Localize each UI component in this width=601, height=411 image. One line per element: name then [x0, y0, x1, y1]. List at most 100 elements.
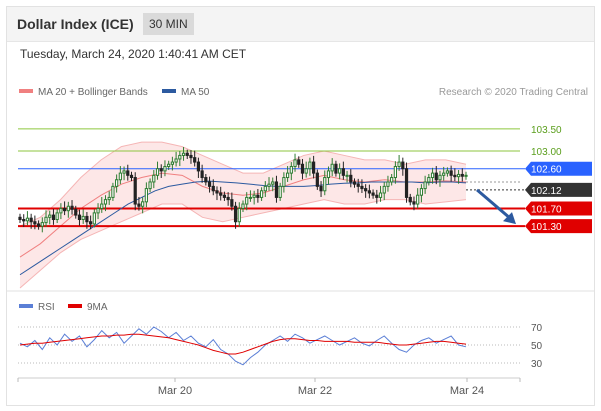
- candle: [297, 156, 301, 168]
- candle: [456, 170, 461, 184]
- candle-body: [274, 181, 279, 198]
- candle: [404, 162, 409, 203]
- candle-body: [111, 185, 115, 198]
- timeframe-button[interactable]: 30 MIN: [143, 13, 194, 35]
- level-tag-box: [525, 161, 592, 176]
- instrument-title: Dollar Index (ICE): [17, 16, 134, 32]
- candle: [207, 176, 212, 193]
- candle: [18, 213, 22, 224]
- candle-body: [193, 157, 197, 163]
- candle: [59, 203, 63, 220]
- candle: [29, 213, 33, 229]
- candle: [308, 157, 312, 176]
- candle: [181, 147, 186, 161]
- candle: [401, 157, 405, 176]
- candle-body: [137, 203, 141, 207]
- candle-body: [282, 177, 286, 187]
- candle: [438, 170, 442, 187]
- candle-body: [252, 194, 256, 198]
- candle: [44, 210, 48, 228]
- candle: [378, 185, 383, 202]
- level-label-103-00: 103.00: [531, 147, 562, 158]
- candle-body: [464, 174, 468, 177]
- level-tag-101-30: 101.30: [525, 219, 592, 234]
- candle: [445, 167, 450, 177]
- candle: [163, 160, 167, 177]
- candle-body: [174, 158, 178, 163]
- candle: [77, 209, 82, 226]
- candle: [430, 167, 435, 184]
- candle: [367, 184, 371, 199]
- candle: [416, 188, 420, 209]
- candle-body: [352, 181, 357, 185]
- candle: [222, 191, 227, 201]
- candle-body: [412, 201, 416, 205]
- candle: [219, 186, 223, 201]
- candle-body: [226, 196, 230, 201]
- level-tag-label: 102.60: [531, 165, 562, 176]
- candle-body: [181, 152, 186, 156]
- candle-body: [211, 185, 215, 192]
- candle-body: [367, 190, 371, 194]
- candle-body: [152, 174, 156, 183]
- candle: [334, 160, 338, 177]
- candle-body: [189, 154, 193, 159]
- candle-body: [300, 163, 305, 174]
- candle-body: [33, 221, 37, 225]
- level-tag-101-70: 101.70: [525, 201, 592, 216]
- candle-body: [74, 208, 78, 216]
- candle-body: [103, 199, 108, 205]
- candle-body: [77, 214, 82, 221]
- candle: [419, 184, 424, 203]
- level-label-103-50: 103.50: [531, 125, 562, 136]
- level-tag-label: 101.70: [531, 204, 562, 215]
- level-tag-102-60: 102.60: [525, 161, 592, 176]
- candle: [278, 182, 282, 201]
- candle-body: [293, 159, 297, 167]
- rsi-ma-legend-swatch: [68, 304, 82, 308]
- candle: [230, 192, 234, 211]
- candle-body: [159, 168, 163, 172]
- candle-body: [222, 194, 227, 198]
- candle: [241, 200, 245, 212]
- candle-body: [312, 161, 316, 174]
- candle-body: [126, 170, 130, 176]
- rsi-tick-label: 30: [531, 359, 543, 370]
- candle: [36, 220, 41, 230]
- candle-body: [453, 174, 457, 178]
- chart-header: Dollar Index (ICE) 30 MIN: [7, 7, 594, 42]
- candle: [51, 208, 56, 225]
- candle-body: [334, 163, 338, 174]
- candle: [70, 200, 74, 215]
- candle-body: [341, 168, 345, 176]
- candle-body: [378, 192, 383, 198]
- candle-body: [178, 154, 182, 160]
- candle: [442, 166, 446, 181]
- candle: [356, 178, 360, 193]
- candle: [352, 178, 357, 188]
- candle-body: [423, 181, 427, 190]
- candle: [386, 175, 390, 192]
- candle: [364, 184, 368, 198]
- research-credit: Research © 2020 Trading Central: [439, 87, 588, 98]
- candle: [323, 170, 327, 196]
- candle: [129, 171, 134, 182]
- candle-body: [25, 217, 30, 222]
- candle-body: [259, 190, 264, 198]
- candle-body: [62, 207, 67, 212]
- candle: [237, 202, 241, 228]
- candle-body: [141, 201, 145, 207]
- candle: [349, 169, 353, 188]
- candle-body: [289, 165, 293, 174]
- candle: [81, 209, 85, 224]
- candle-body: [408, 196, 412, 203]
- candle: [464, 171, 468, 180]
- candle: [397, 155, 401, 171]
- candle: [118, 166, 122, 185]
- candle: [92, 209, 96, 228]
- candle: [189, 150, 193, 164]
- candle-body: [29, 217, 33, 223]
- candle-body: [267, 183, 271, 187]
- candle-body: [430, 172, 435, 179]
